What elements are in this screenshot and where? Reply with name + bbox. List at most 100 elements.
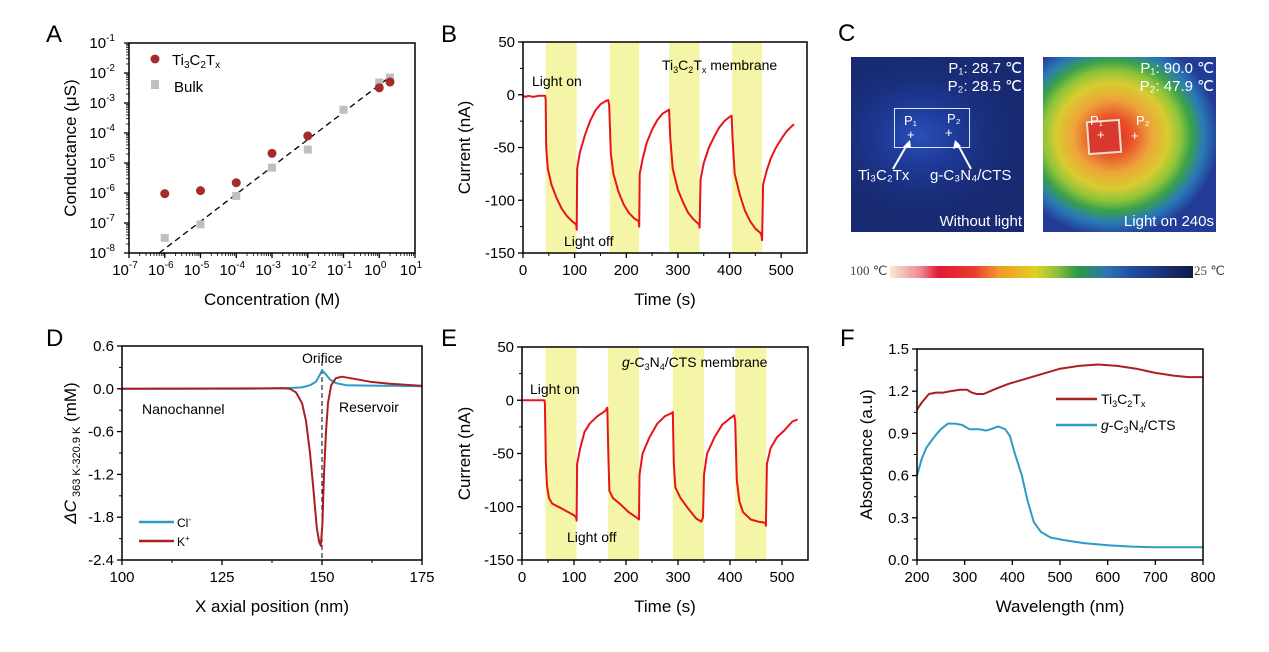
y-axis-title: Current (nA) xyxy=(455,407,474,501)
y-tick-exponent: -7 xyxy=(106,213,115,224)
b-title: Ti3C2Tx membrane xyxy=(662,57,777,75)
p2-crosshair: + xyxy=(1131,128,1139,143)
colorbar-max-label: 100 ℃ xyxy=(850,263,888,278)
thermal-image-without-light: P₁: 28.7 ℃ P₂: 28.5 ℃ P₁ P₂ + + Ti₃C₂Tx … xyxy=(851,57,1024,232)
bulk-point xyxy=(386,73,395,82)
x-tick-exponent: -3 xyxy=(272,260,281,271)
ti3c2tx-point xyxy=(160,189,170,199)
e-title: g-C3N4/CTS membrane xyxy=(622,354,768,372)
colorbar xyxy=(890,266,1193,278)
x-axis-title: Concentration (M) xyxy=(204,290,340,309)
light-on-band xyxy=(672,347,704,560)
x-tick-exponent: -5 xyxy=(200,260,209,271)
y-tick-exponent: -8 xyxy=(106,243,115,254)
x-tick-label: 200 xyxy=(613,569,638,586)
plot-frame xyxy=(521,346,809,561)
fit-line xyxy=(158,76,391,254)
x-tick-label: 400 xyxy=(1000,569,1025,586)
legend-marker-ti3c2tx xyxy=(150,54,160,64)
d-reservoir: Reservoir xyxy=(339,399,399,415)
y-tick-label: 10-8 xyxy=(89,243,115,262)
y-tick-label: -50 xyxy=(493,140,515,157)
x-axis-title: Wavelength (nm) xyxy=(996,597,1125,616)
e-light-on: Light on xyxy=(530,381,580,397)
y-tick-label: -2.4 xyxy=(88,552,114,569)
x-tick-label: 400 xyxy=(717,569,742,586)
chart-d: 100 125 150 175 0.6 0.0 -0.6 -1.2 -1.8 -2.4 X axia… xyxy=(61,338,435,616)
x-tick-label: 300 xyxy=(665,569,690,586)
y-axis-title: Conductance (μS) xyxy=(61,79,80,216)
y-tick-label: 0.6 xyxy=(888,468,909,485)
light-on-band xyxy=(607,347,639,560)
x-tick-label: 150 xyxy=(309,569,334,586)
ti3c2tx-point xyxy=(267,148,277,158)
x-tick-label: 500 xyxy=(769,569,794,586)
y-tick-label: 10-6 xyxy=(89,183,115,202)
p1-reading: P₁: 28.7 ℃ xyxy=(948,60,1022,77)
x-tick-label: 10-2 xyxy=(291,260,317,279)
series-line-g-c3n4-cts xyxy=(916,422,1203,549)
p2-reading: P₂: 28.5 ℃ xyxy=(947,78,1022,95)
plot-frame xyxy=(916,348,1204,561)
y-tick-label: 0.6 xyxy=(93,338,114,355)
y-tick-label: -150 xyxy=(484,552,514,569)
light-on-band xyxy=(732,42,763,253)
plot-frame xyxy=(121,345,423,561)
y-tick-label: -50 xyxy=(492,446,514,463)
p2-reading: P₂: 47.9 ℃ xyxy=(1139,78,1214,95)
series-line-ti3c2tx xyxy=(916,363,1203,411)
ti3c2tx-point xyxy=(374,83,384,93)
y-tick-label: 10-1 xyxy=(89,33,115,52)
y-tick-label: 10-2 xyxy=(89,63,115,82)
ti3c2tx-point xyxy=(385,77,395,87)
ti3c2tx-point xyxy=(303,131,313,141)
plot-frame xyxy=(128,42,416,254)
series-line-current xyxy=(522,399,798,527)
x-axis-title: Time (s) xyxy=(634,597,696,616)
p1-marker-label: P₁ xyxy=(904,113,918,128)
arrows xyxy=(892,140,972,170)
x-tick-label: 0 xyxy=(518,569,526,586)
bulk-point xyxy=(196,220,205,229)
x-tick-label: 100 xyxy=(364,260,387,279)
x-tick-label: 10-5 xyxy=(184,260,210,279)
sample-box xyxy=(894,108,970,148)
x-tick-label: 100 xyxy=(561,569,586,586)
light-on-band xyxy=(545,347,577,560)
y-tick-label: 0 xyxy=(507,87,515,104)
x-tick-exponent: -4 xyxy=(236,260,245,271)
x-tick-label: 500 xyxy=(769,262,794,279)
light-on-band xyxy=(735,347,767,560)
x-tick-label: 100 xyxy=(562,262,587,279)
bulk-point xyxy=(339,105,348,114)
legend-label-f-ti3c2tx: Ti3C2Tx xyxy=(1101,391,1146,409)
panel-label-c: C xyxy=(838,20,855,47)
x-tick-label: 10-3 xyxy=(255,260,281,279)
y-tick-label: -0.6 xyxy=(88,424,114,441)
x-tick-label: 10-4 xyxy=(219,260,245,279)
panel-label-e: E xyxy=(441,325,457,352)
x-tick-label: 200 xyxy=(614,262,639,279)
bulk-point xyxy=(268,163,276,172)
bulk-point xyxy=(160,233,169,242)
x-tick-label: 700 xyxy=(1143,569,1168,586)
ti3c2tx-label: Ti₃C₂Tx xyxy=(858,167,910,184)
x-tick-label: 10-6 xyxy=(148,260,174,279)
series-line-current xyxy=(522,94,795,242)
y-title-subscript: 363 K-320.9 K xyxy=(71,426,83,500)
y-tick-label: 1.5 xyxy=(888,341,909,358)
legend-label-bulk: Bulk xyxy=(174,79,204,96)
bulk-point xyxy=(232,191,241,200)
x-tick-label: 800 xyxy=(1190,569,1215,586)
y-title-unit: (mM) xyxy=(61,382,80,426)
y-tick-label: 0.0 xyxy=(93,381,114,398)
y-tick-exponent: -5 xyxy=(106,153,115,164)
legend-label-ti3c2tx: Ti3C2Tx xyxy=(172,52,220,71)
x-tick-label: 300 xyxy=(665,262,690,279)
y-tick-label: 50 xyxy=(498,34,515,51)
x-axis-title: X axial position (nm) xyxy=(195,597,349,616)
y-tick-exponent: -6 xyxy=(106,183,115,194)
thermal-image-light-on: P₁: 90.0 ℃ P₂: 47.9 ℃ P₁ P₂ + + Light on… xyxy=(1043,57,1216,232)
colorbar-min-label: 25 ℃ xyxy=(1194,263,1225,278)
